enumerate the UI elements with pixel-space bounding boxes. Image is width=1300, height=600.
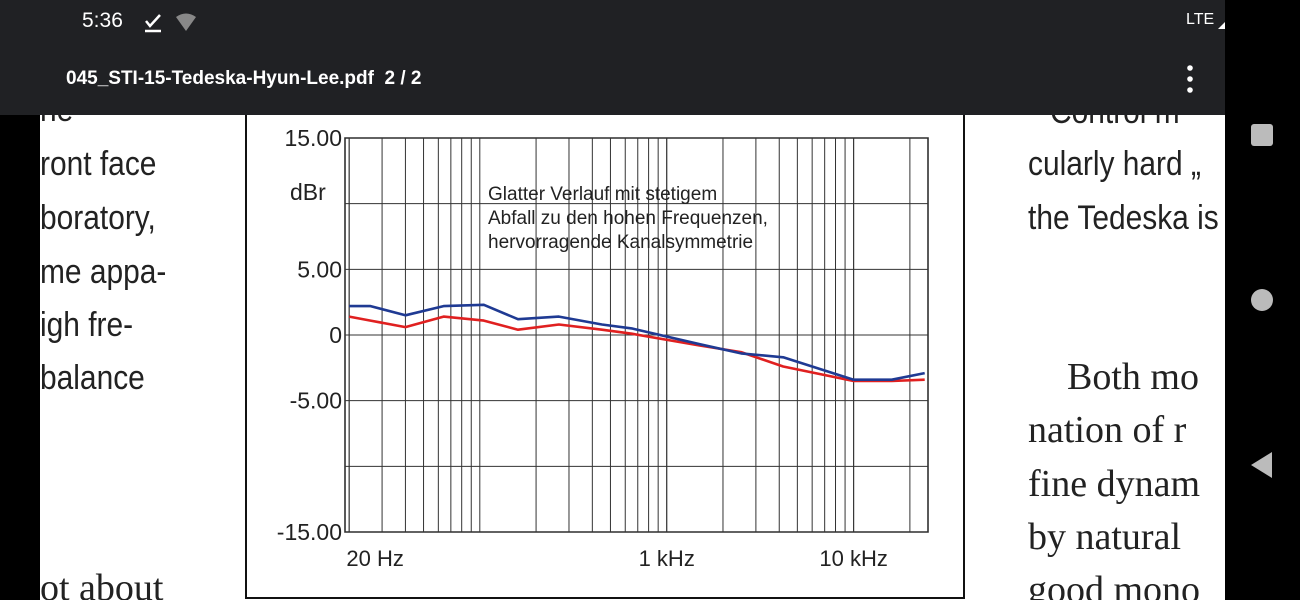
page-indicator: 2 / 2 [384,68,422,89]
y-tick-label: 15.00 [284,125,342,151]
text-line: boratory, [40,199,156,237]
nav-bar [1225,0,1300,600]
text-line: ot about [40,567,164,600]
y-axis-label: dBr [290,179,326,205]
status-time: 5:36 [82,9,123,32]
text-line: by natural [1028,516,1182,558]
back-button[interactable] [1251,452,1272,478]
text-line: fine dynam [1028,463,1201,505]
x-tick-label: 1 kHz [639,546,695,571]
file-name: 045_STI-15-Tedeska-Hyun-Lee.pdf 2 / 2 [66,68,422,90]
y-tick-label: 0 [329,322,342,348]
y-tick-label: -15.00 [277,519,342,545]
y-tick-label: 5.00 [297,256,342,282]
line-series [349,303,925,381]
text-line: nation of r [1028,409,1187,451]
text-line: balance [40,359,145,397]
text-line: igh fre- [40,306,134,344]
annotation-line: hervorragende Kanalsymmetrie [488,232,753,253]
recents-button[interactable] [1251,124,1273,146]
text-line: cularly hard „ [1028,145,1201,183]
text-line: good mono [1028,569,1201,600]
annotation-line: Glatter Verlauf mit stetigem [488,184,717,205]
text-line: Both mo [1067,356,1199,398]
app-bar: 5:36 LTE 045_STI-15-Tedeska-Hyun-Lee.pdf… [0,0,1300,115]
text-line: the Tedeska is [1028,199,1219,237]
home-button[interactable] [1251,289,1273,311]
file-name-text: 045_STI-15-Tedeska-Hyun-Lee.pdf [66,68,374,89]
menu-button[interactable] [1180,64,1200,94]
x-tick-label: 20 Hz [346,546,403,571]
x-tick-label: 10 kHz [819,546,887,571]
text-line: me appa- [40,253,167,291]
line-series [348,315,925,383]
status-network: LTE [1186,11,1215,28]
y-tick-label: -5.00 [290,388,342,414]
text-line: ront face [40,145,157,183]
nav-buttons [1251,124,1273,478]
status-icons [145,13,196,33]
annotation-line: Abfall zu den hohen Frequenzen, [488,208,768,229]
